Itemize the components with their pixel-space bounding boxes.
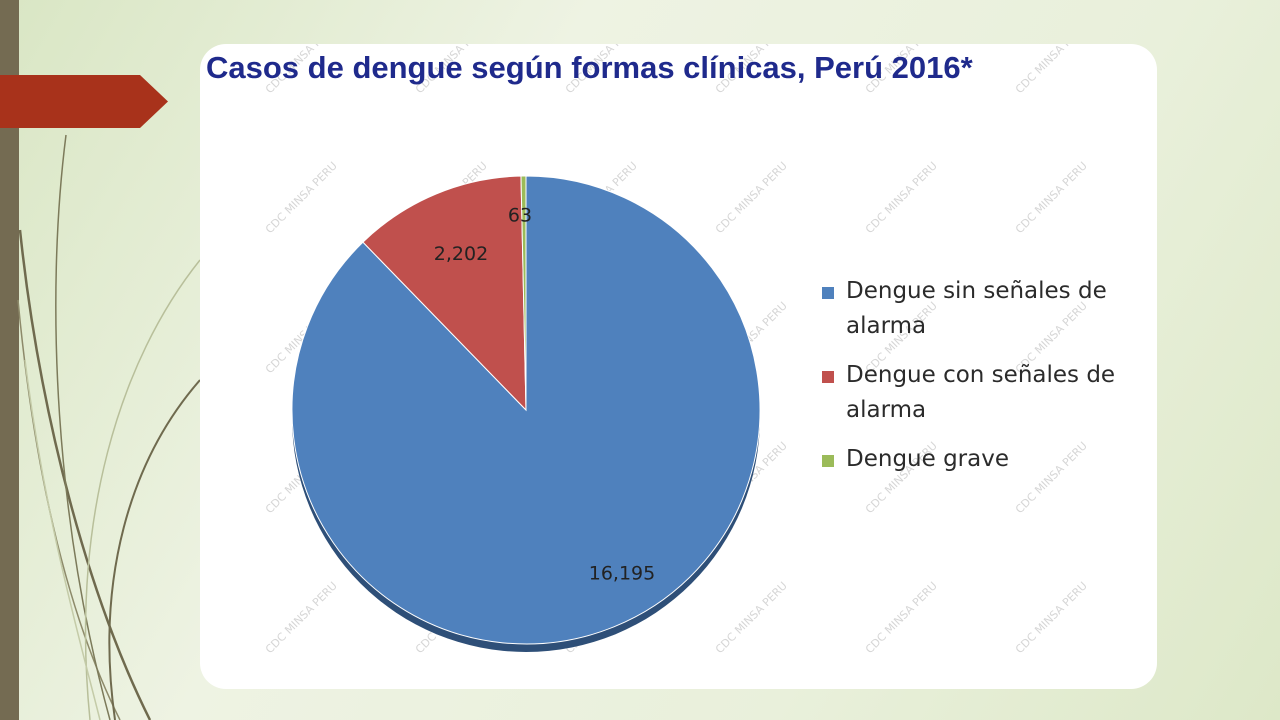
pie-chart: 16,195 2,202 63 — [291, 175, 761, 652]
chart-card: CDC MINSA PERU CDC MINSA PERU CDC MINSA PE… — [200, 44, 1157, 689]
chart-legend: Dengue sin señales de alarma Dengue con s… — [820, 274, 1140, 491]
legend-swatch-3 — [822, 455, 834, 467]
pie-slice-3 — [520, 175, 527, 411]
legend-item-2: Dengue con señales de alarma — [820, 358, 1140, 428]
pie-label-3: 63 — [508, 205, 532, 227]
title-arrow-tab — [0, 75, 168, 128]
legend-label-1: Dengue sin señales de alarma — [846, 278, 1107, 339]
legend-label-3: Dengue grave — [846, 446, 1009, 472]
slide-left-bar — [0, 0, 19, 720]
pie-label-2: 2,202 — [434, 243, 488, 265]
legend-swatch-2 — [822, 371, 834, 383]
legend-item-3: Dengue grave — [820, 442, 1140, 477]
pie-label-1: 16,195 — [589, 563, 655, 585]
legend-label-2: Dengue con señales de alarma — [846, 362, 1116, 423]
legend-swatch-1 — [822, 287, 834, 299]
decorative-curves — [17, 134, 201, 720]
pie-slice-2 — [362, 175, 527, 412]
chart-title: Casos de dengue según formas clínicas, P… — [206, 50, 973, 85]
legend-item-1: Dengue sin señales de alarma — [820, 274, 1140, 344]
